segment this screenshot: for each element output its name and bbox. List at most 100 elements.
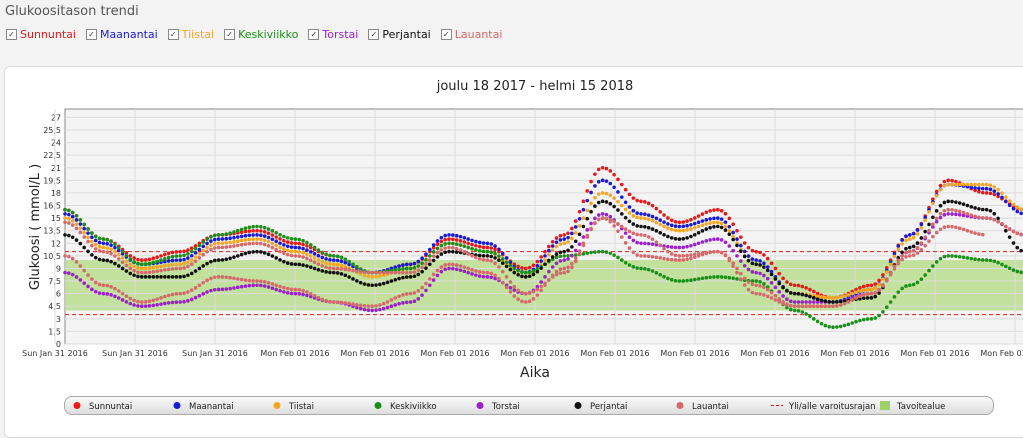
day-toggle-lauantai[interactable]: ✓ Lauantai xyxy=(440,28,502,41)
data-point xyxy=(255,279,259,283)
data-point xyxy=(316,295,321,300)
data-point xyxy=(278,245,282,250)
data-point xyxy=(397,270,401,275)
data-point xyxy=(666,226,670,230)
data-point xyxy=(777,297,782,301)
data-point xyxy=(988,187,993,192)
data-point xyxy=(539,255,543,259)
data-point xyxy=(370,308,375,313)
x-tick-label: Mon Feb 01 2016 xyxy=(660,349,729,358)
data-point xyxy=(808,314,812,319)
data-point xyxy=(174,275,179,279)
data-point xyxy=(243,284,248,288)
checkbox-icon[interactable]: ✓ xyxy=(224,29,236,40)
data-point xyxy=(908,237,912,241)
x-tick-label: Mon Feb 01 2016 xyxy=(500,349,569,358)
data-point xyxy=(151,298,156,303)
data-point xyxy=(620,212,624,216)
data-point xyxy=(570,253,574,258)
data-point xyxy=(812,300,816,304)
data-point xyxy=(631,213,636,218)
data-point xyxy=(746,287,751,292)
checkbox-icon[interactable]: ✓ xyxy=(167,29,179,40)
checkbox-icon[interactable]: ✓ xyxy=(440,29,452,40)
data-point xyxy=(236,285,240,290)
data-point xyxy=(136,257,140,262)
data-point xyxy=(550,257,555,262)
data-point xyxy=(723,275,728,280)
data-point xyxy=(620,258,624,262)
day-toggle-maanantai[interactable]: ✓ Maanantai xyxy=(85,28,158,41)
data-point xyxy=(312,260,317,264)
data-point xyxy=(90,231,94,235)
data-point xyxy=(259,229,263,233)
data-point xyxy=(550,248,555,253)
data-point xyxy=(170,254,175,259)
data-point xyxy=(896,256,901,260)
data-point xyxy=(762,253,766,257)
data-point xyxy=(474,269,478,273)
data-point xyxy=(312,251,317,256)
data-point xyxy=(977,207,981,211)
data-point xyxy=(97,249,102,253)
data-point xyxy=(950,212,954,216)
y-tick-label: 13,5 xyxy=(43,227,61,236)
data-point xyxy=(662,274,666,279)
day-toggle-tiistai[interactable]: ✓ Tiistai xyxy=(167,28,214,41)
data-point xyxy=(965,203,970,208)
data-point xyxy=(466,266,471,271)
data-point xyxy=(723,211,728,216)
checkbox-icon[interactable]: ✓ xyxy=(308,29,320,40)
data-point xyxy=(658,222,662,227)
data-point xyxy=(589,250,593,255)
x-tick-label: Mon Feb 01 2016 xyxy=(340,349,409,358)
data-point xyxy=(1004,224,1008,229)
day-toggle-perjantai[interactable]: ✓ Perjantai xyxy=(368,28,431,41)
data-point xyxy=(623,241,628,245)
day-toggle-torstai[interactable]: ✓ Torstai xyxy=(308,28,358,41)
data-point xyxy=(282,285,286,290)
data-point xyxy=(812,289,816,294)
data-point xyxy=(673,258,678,262)
data-point xyxy=(623,216,628,220)
data-point xyxy=(750,279,755,283)
data-point xyxy=(677,279,682,283)
data-point xyxy=(765,268,770,273)
data-point xyxy=(931,225,935,229)
data-point xyxy=(289,241,294,245)
data-point xyxy=(128,253,133,258)
data-point xyxy=(865,317,870,321)
data-point xyxy=(731,261,735,266)
data-point xyxy=(278,232,282,237)
data-point xyxy=(704,218,709,222)
data-point xyxy=(370,275,375,279)
day-toggle-keskiviikko[interactable]: ✓ Keskiviikko xyxy=(224,28,298,41)
data-point xyxy=(251,241,255,246)
data-point xyxy=(596,167,601,172)
data-point xyxy=(639,216,643,220)
legend-marker xyxy=(574,402,582,409)
data-point xyxy=(558,254,563,259)
data-point xyxy=(658,256,662,260)
data-point xyxy=(650,254,655,259)
day-toggle-sunnuntai[interactable]: ✓ Sunnuntai xyxy=(6,28,76,41)
data-point xyxy=(466,251,471,256)
data-point xyxy=(485,241,490,246)
data-point xyxy=(101,258,106,262)
data-point xyxy=(815,300,820,304)
data-point xyxy=(938,183,943,188)
legend-marker xyxy=(374,402,382,409)
checkbox-icon[interactable]: ✓ xyxy=(85,29,97,40)
data-point xyxy=(93,247,98,251)
data-point xyxy=(113,254,117,258)
data-point xyxy=(443,246,447,250)
data-point xyxy=(957,226,962,231)
data-point xyxy=(881,273,885,277)
data-point xyxy=(723,220,728,224)
data-point xyxy=(170,250,175,255)
checkbox-icon[interactable]: ✓ xyxy=(368,29,380,40)
checkbox-icon[interactable]: ✓ xyxy=(6,29,17,40)
data-point xyxy=(896,244,901,248)
data-point xyxy=(282,243,286,247)
data-point xyxy=(919,222,924,227)
